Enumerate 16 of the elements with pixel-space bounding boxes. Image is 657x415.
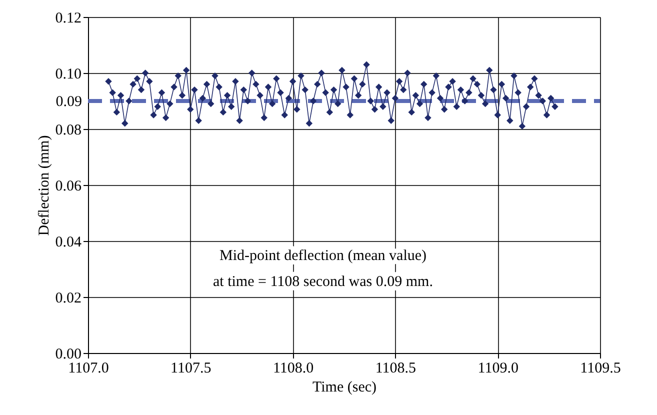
y-tick-label: 0.00: [55, 346, 82, 362]
y-tick-label: 0.12: [55, 10, 82, 26]
x-tick-label: 1107.0: [68, 360, 109, 376]
x-tick-label: 1109.5: [580, 360, 621, 376]
y-tick-label: 0.04: [55, 234, 82, 250]
y-tick-label: 0.10: [55, 66, 82, 82]
y-tick-label: 0.06: [55, 178, 82, 194]
x-axis-title: Time (sec): [312, 380, 377, 396]
x-tick-label: 1108.0: [272, 360, 314, 376]
y-axis-title: Deflection (mm): [36, 135, 52, 236]
y-tick-label: 0.02: [55, 290, 82, 306]
x-tick-label: 1109.0: [478, 360, 518, 376]
x-tick-label: 1107.5: [170, 360, 212, 376]
ref-line-label: 0.09: [56, 94, 82, 110]
y-tick-label: 0.08: [55, 122, 82, 138]
x-tick-label: 1108.5: [375, 360, 416, 376]
